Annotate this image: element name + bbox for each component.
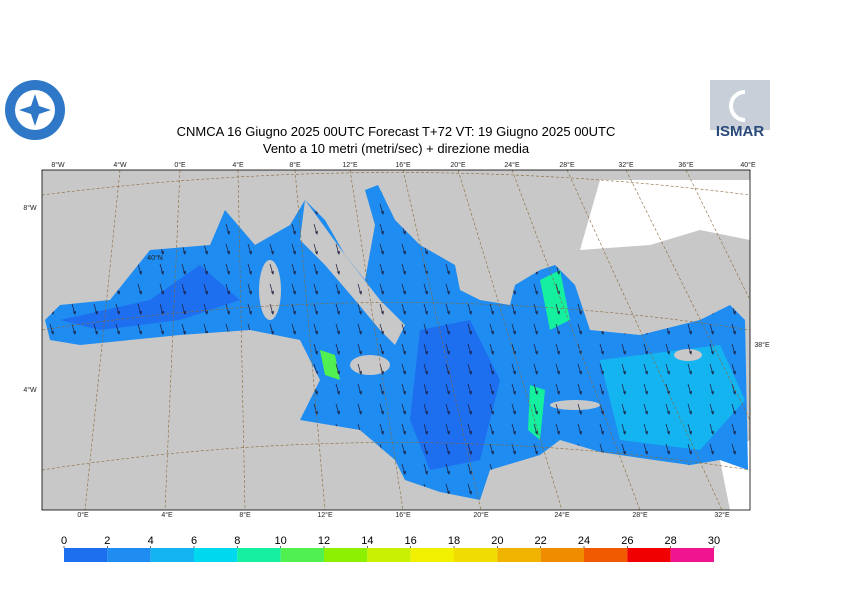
colorbar-tick-label: 6 [191,535,197,547]
graticule-label: 40°E [740,161,756,169]
graticule-label: 32°E [714,511,730,519]
colorbar: 0 2 4 6 8 10 12 14 16 18 20 22 24 26 28 30 [61,535,720,562]
graticule-label: 4°W [113,161,127,169]
colorbar-tick-label: 4 [148,535,154,547]
logo-left [5,80,65,140]
colorbar-bin [64,548,108,562]
graticule-label: 16°E [395,511,411,519]
colorbar-bin [670,548,714,562]
graticule-label: 0°E [77,511,89,519]
graticule-label: 28°E [559,161,575,169]
graticule-label: 12°E [317,511,333,519]
map-frame [41,169,751,511]
graticule-label: 38°E [754,341,770,349]
logo-right: ISMAR [710,80,770,140]
colorbar-bin [324,548,368,562]
colorbar-tick-label: 18 [448,535,460,547]
colorbar-bin [540,548,584,562]
graticule-label: 8°W [51,161,65,169]
graticule-label: 36°E [678,161,694,169]
graticule-label: 40°N [147,254,163,262]
sea [45,185,748,500]
colorbar-tick-label: 8 [234,535,240,547]
colorbar-tick-label: 28 [665,535,677,547]
colorbar-bin [107,548,151,562]
colorbar-bin [497,548,541,562]
colorbar-bin [237,548,281,562]
graticule-label: 8°E [239,511,251,519]
colorbar-tick-label: 12 [318,535,330,547]
subtitle: Vento a 10 metri (metri/sec) + direzione… [263,141,530,156]
colorbar-tick-label: 0 [61,535,67,547]
graticule-label: 0°E [174,161,186,169]
graticule-label: 24°E [554,511,570,519]
graticule-label: 12°E [342,161,358,169]
colorbar-tick-label: 16 [405,535,417,547]
colorbar-tick-label: 22 [535,535,547,547]
graticule-label: 20°E [450,161,466,169]
graticule-label: 20°E [473,511,489,519]
graticule-labels: 8°W 4°W 0°E 4°E 8°E 12°E 16°E 20°E 24°E 28°E 32°E 3… [23,161,770,519]
colorbar-tick-label: 26 [621,535,633,547]
graticule-label: 16°E [395,161,411,169]
colorbar-bin [454,548,498,562]
graticule-label: 24°E [504,161,520,169]
graticule-label: 4°W [23,386,37,394]
graticule-label: 8°W [23,204,37,212]
colorbar-bin [584,548,628,562]
colorbar-tick-label: 24 [578,535,590,547]
colorbar-bin [150,548,194,562]
colorbar-bin [627,548,671,562]
map [42,170,750,510]
logo-text: ISMAR [716,123,765,140]
colorbar-tick-label: 10 [275,535,287,547]
graticule [42,170,750,510]
title: CNMCA 16 Giugno 2025 00UTC Forecast T+72… [177,124,616,139]
colorbar-tick-label: 2 [104,535,110,547]
colorbar-bin [367,548,411,562]
colorbar-bin [280,548,324,562]
graticule-label: 4°E [161,511,173,519]
colorbar-tick-label: 14 [361,535,373,547]
colorbar-tick-label: 30 [708,535,720,547]
colorbar-bin [194,548,238,562]
colorbar-tick-label: 20 [491,535,503,547]
graticule-label: 28°E [632,511,648,519]
graticule-label: 8°E [289,161,301,169]
graticule-label: 32°E [618,161,634,169]
colorbar-bin [410,548,454,562]
graticule-label: 4°E [232,161,244,169]
